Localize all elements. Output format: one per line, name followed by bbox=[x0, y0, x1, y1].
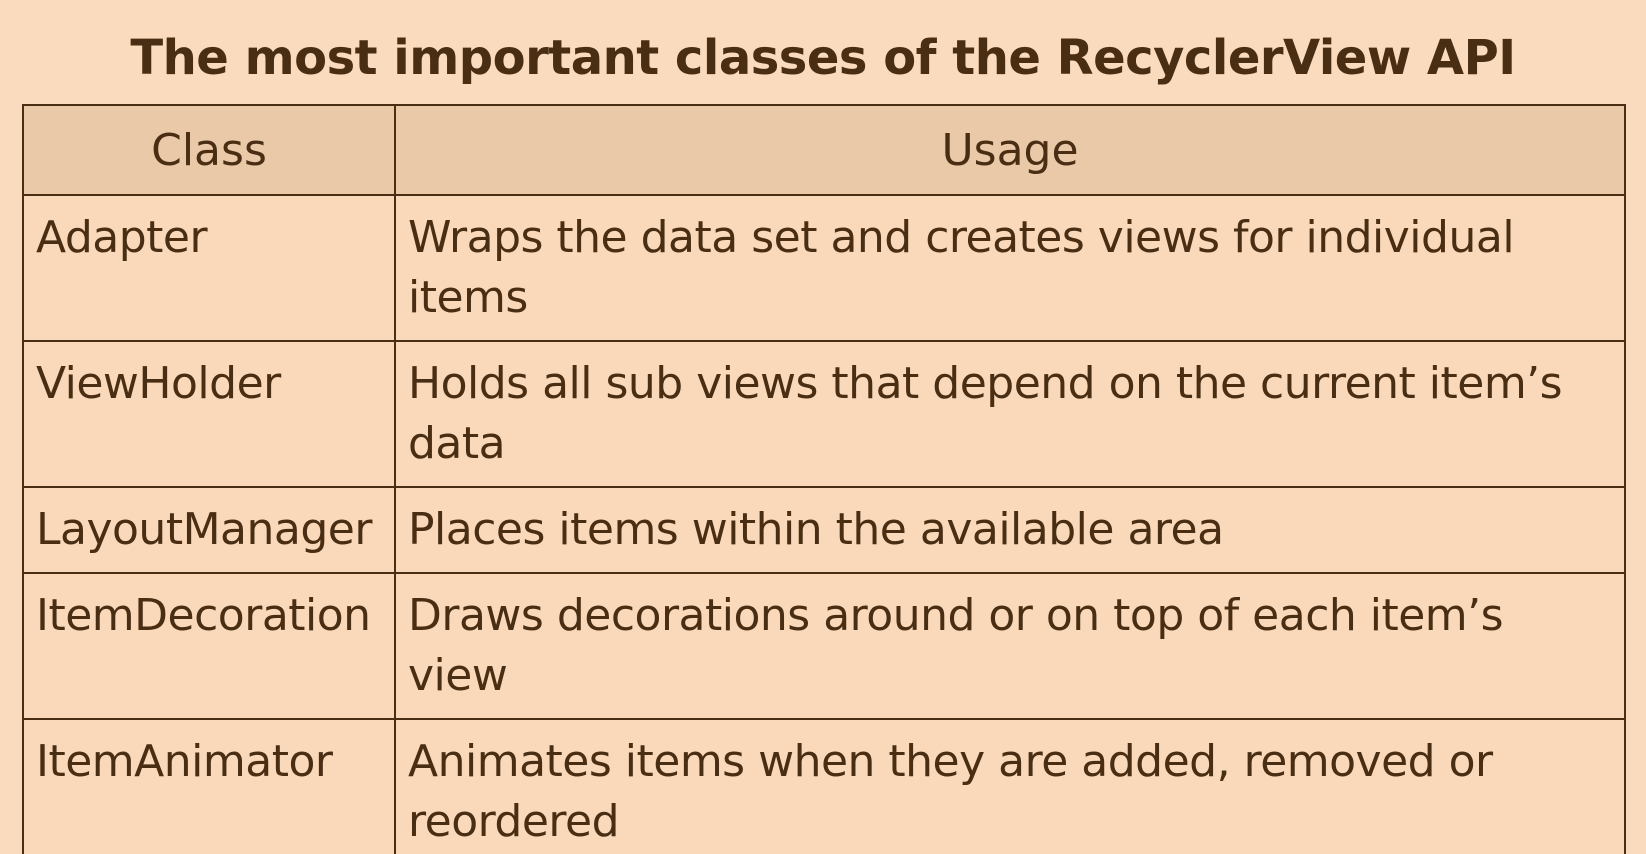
usage-cell: Animates items when they are added, remo… bbox=[394, 718, 1626, 854]
table-row: ItemDecoration Draws decorations around … bbox=[22, 572, 1626, 720]
column-header-usage: Usage bbox=[394, 104, 1626, 196]
class-cell: Adapter bbox=[22, 194, 396, 342]
usage-cell: Holds all sub views that depend on the c… bbox=[394, 340, 1626, 488]
table-row: ItemAnimator Animates items when they ar… bbox=[22, 718, 1626, 854]
class-cell: ViewHolder bbox=[22, 340, 396, 488]
class-cell: LayoutManager bbox=[22, 486, 396, 574]
classes-table: Class Usage Adapter Wraps the data set a… bbox=[22, 104, 1626, 854]
table-row: LayoutManager Places items within the av… bbox=[22, 486, 1626, 574]
table-header-row: Class Usage bbox=[22, 104, 1626, 196]
class-cell: ItemAnimator bbox=[22, 718, 396, 854]
class-cell: ItemDecoration bbox=[22, 572, 396, 720]
usage-cell: Places items within the available area bbox=[394, 486, 1626, 574]
usage-cell: Wraps the data set and creates views for… bbox=[394, 194, 1626, 342]
table-row: Adapter Wraps the data set and creates v… bbox=[22, 194, 1626, 342]
usage-cell: Draws decorations around or on top of ea… bbox=[394, 572, 1626, 720]
table-row: ViewHolder Holds all sub views that depe… bbox=[22, 340, 1626, 488]
column-header-class: Class bbox=[22, 104, 396, 196]
page-title: The most important classes of the Recycl… bbox=[130, 30, 1516, 86]
